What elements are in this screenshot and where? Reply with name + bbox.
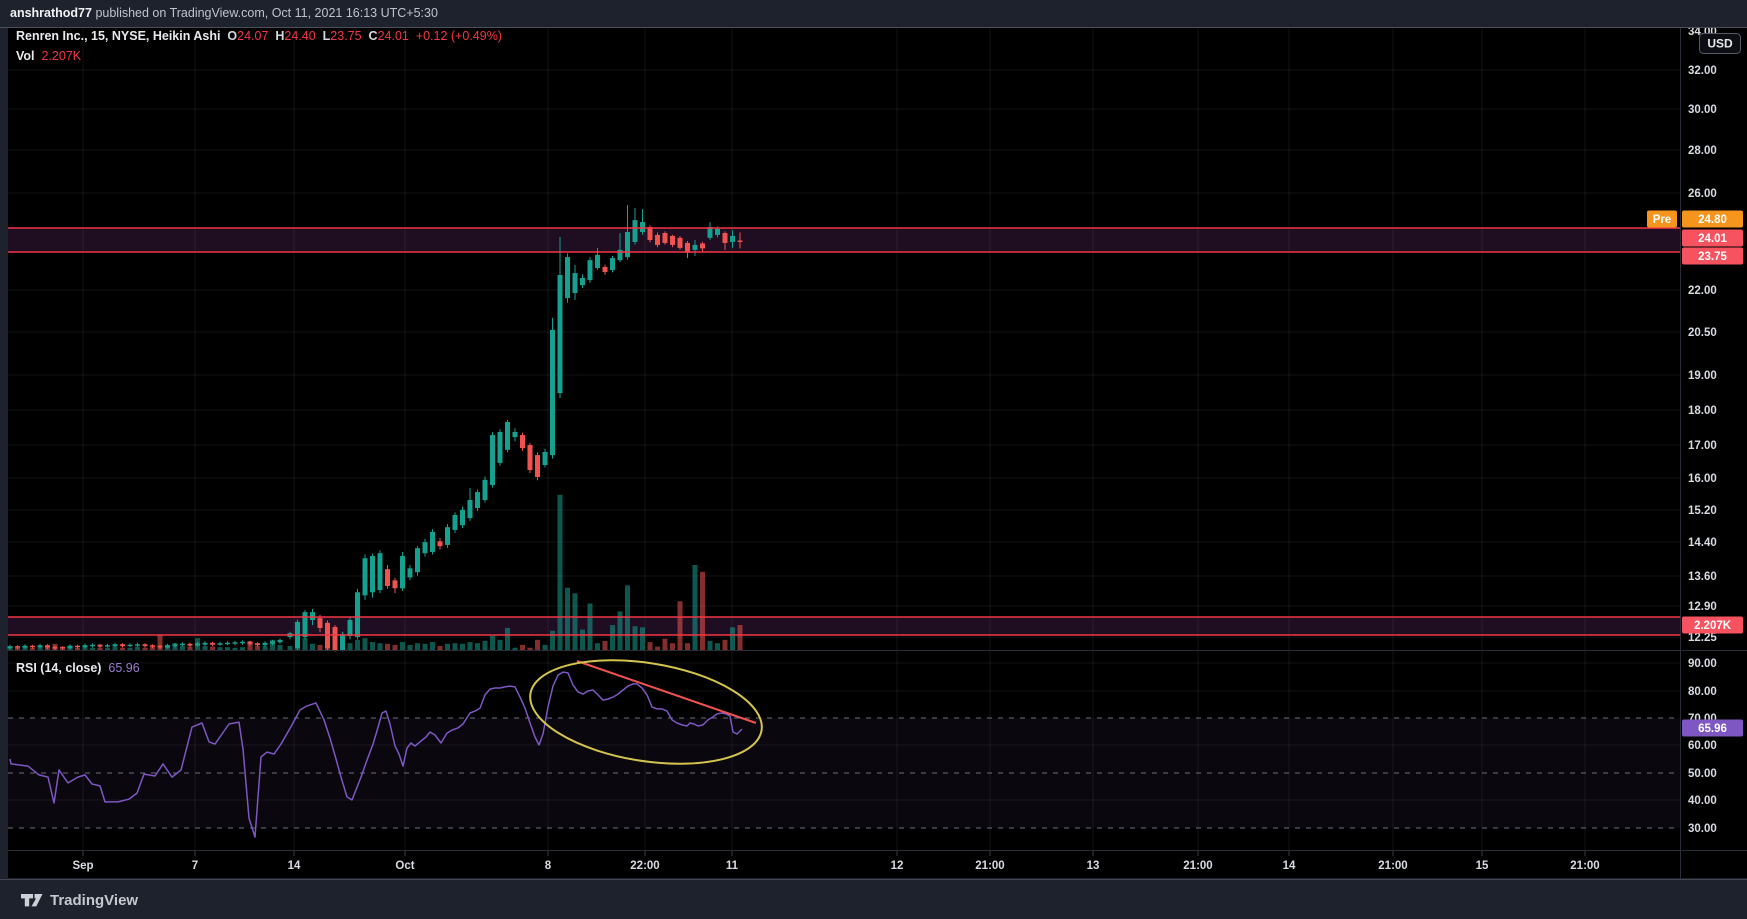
svg-text:21:00: 21:00 xyxy=(1378,860,1407,872)
rsi-title: RSI (14, close) xyxy=(16,661,102,675)
axis-price-labels: 24.80 24.01 23.75 2.207K 65.96 Pre xyxy=(1647,210,1743,737)
svg-text:65.96: 65.96 xyxy=(1698,723,1727,735)
premarket-chip xyxy=(1647,210,1677,228)
publish-header: anshrathod77 published on TradingView.co… xyxy=(0,0,1747,28)
svg-text:50.00: 50.00 xyxy=(1688,768,1717,780)
price-range-band-annotations[interactable] xyxy=(8,228,1680,635)
svg-text:22.00: 22.00 xyxy=(1688,285,1717,297)
open-value: 24.07 xyxy=(237,29,269,43)
rsi-value: 65.96 xyxy=(108,661,140,675)
price-axis[interactable]: 34.0032.0030.0028.0026.0022.0020.5019.00… xyxy=(1688,26,1717,835)
open-label: O xyxy=(227,29,238,43)
close-label: C xyxy=(368,29,378,43)
svg-text:40.00: 40.00 xyxy=(1688,795,1717,807)
svg-text:23.75: 23.75 xyxy=(1698,251,1727,263)
symbol-legend[interactable]: Renren Inc., 15, NYSE, Heikin Ashi O24.0… xyxy=(16,29,502,43)
tradingview-logo-link[interactable]: TradingView xyxy=(20,892,138,909)
svg-text:22:00: 22:00 xyxy=(630,860,659,872)
low-value: 23.75 xyxy=(330,29,362,43)
pane-background xyxy=(8,28,1747,878)
svg-text:Sep: Sep xyxy=(72,860,93,872)
svg-text:20.50: 20.50 xyxy=(1688,327,1717,339)
grid-layer xyxy=(8,28,1680,850)
time-axis[interactable]: Sep 7 14 Oct 8 22:00 11 12 21:00 13 21:00 14 21:00 15… xyxy=(72,851,1600,872)
low-label: L xyxy=(322,29,331,43)
svg-text:Oct: Oct xyxy=(395,860,414,872)
svg-text:80.00: 80.00 xyxy=(1688,686,1717,698)
volume-legend[interactable]: Vol 2.207K xyxy=(16,49,81,63)
svg-text:21:00: 21:00 xyxy=(1570,860,1599,872)
svg-text:14: 14 xyxy=(1283,860,1296,872)
svg-text:14.40: 14.40 xyxy=(1688,537,1717,549)
svg-text:21:00: 21:00 xyxy=(1183,860,1212,872)
volume-value: 2.207K xyxy=(41,49,82,63)
svg-text:28.00: 28.00 xyxy=(1688,145,1717,157)
svg-text:14: 14 xyxy=(288,860,301,872)
svg-text:15: 15 xyxy=(1476,860,1489,872)
rsi-ellipse-annotation[interactable] xyxy=(523,645,769,778)
svg-text:21:00: 21:00 xyxy=(975,860,1004,872)
svg-text:24.80: 24.80 xyxy=(1698,214,1727,226)
high-label: H xyxy=(275,29,285,43)
svg-text:11: 11 xyxy=(726,860,739,872)
publish-info-text: published on TradingView.com, Oct 11, 20… xyxy=(91,6,438,20)
rsi-line xyxy=(9,671,743,838)
svg-text:17.00: 17.00 xyxy=(1688,440,1717,452)
footer-bar: TradingView xyxy=(0,879,1747,919)
svg-text:13.60: 13.60 xyxy=(1688,571,1717,583)
tradingview-logo-icon xyxy=(20,892,43,908)
svg-text:24.01: 24.01 xyxy=(1698,233,1727,245)
volume-label: Vol xyxy=(16,49,35,63)
svg-text:8: 8 xyxy=(545,860,552,872)
rsi-pane xyxy=(8,671,1680,838)
close-value: 24.01 xyxy=(377,29,409,43)
svg-text:90.00: 90.00 xyxy=(1688,658,1717,670)
rsi-legend[interactable]: RSI (14, close) 65.96 xyxy=(16,661,140,675)
svg-text:32.00: 32.00 xyxy=(1688,65,1717,77)
svg-text:12.25: 12.25 xyxy=(1688,632,1717,644)
svg-text:30.00: 30.00 xyxy=(1688,823,1717,835)
svg-text:18.00: 18.00 xyxy=(1688,405,1717,417)
symbol-title: Renren Inc., 15, NYSE, Heikin Ashi xyxy=(16,29,221,43)
publisher-username: anshrathod77 xyxy=(10,6,92,20)
price-range-band-lines[interactable] xyxy=(8,227,1680,636)
currency-button[interactable]: USD xyxy=(1699,33,1741,54)
change-value: +0.12 (+0.49%) xyxy=(415,29,502,43)
svg-text:USD: USD xyxy=(1707,37,1733,51)
svg-text:2.207K: 2.207K xyxy=(1694,620,1732,632)
tradingview-brand-text: TradingView xyxy=(50,891,139,909)
premarket-chip-text: Pre xyxy=(1653,214,1672,226)
svg-text:12.90: 12.90 xyxy=(1688,601,1717,613)
svg-text:16.00: 16.00 xyxy=(1688,473,1717,485)
svg-text:12: 12 xyxy=(891,860,904,872)
svg-text:26.00: 26.00 xyxy=(1688,188,1717,200)
svg-text:13: 13 xyxy=(1087,860,1100,872)
svg-text:30.00: 30.00 xyxy=(1688,104,1717,116)
svg-text:19.00: 19.00 xyxy=(1688,370,1717,382)
high-value: 24.40 xyxy=(284,29,316,43)
rsi-trendline-annotation[interactable] xyxy=(576,660,757,724)
svg-text:60.00: 60.00 xyxy=(1688,740,1717,752)
svg-text:15.20: 15.20 xyxy=(1688,505,1717,517)
svg-text:7: 7 xyxy=(192,860,198,872)
